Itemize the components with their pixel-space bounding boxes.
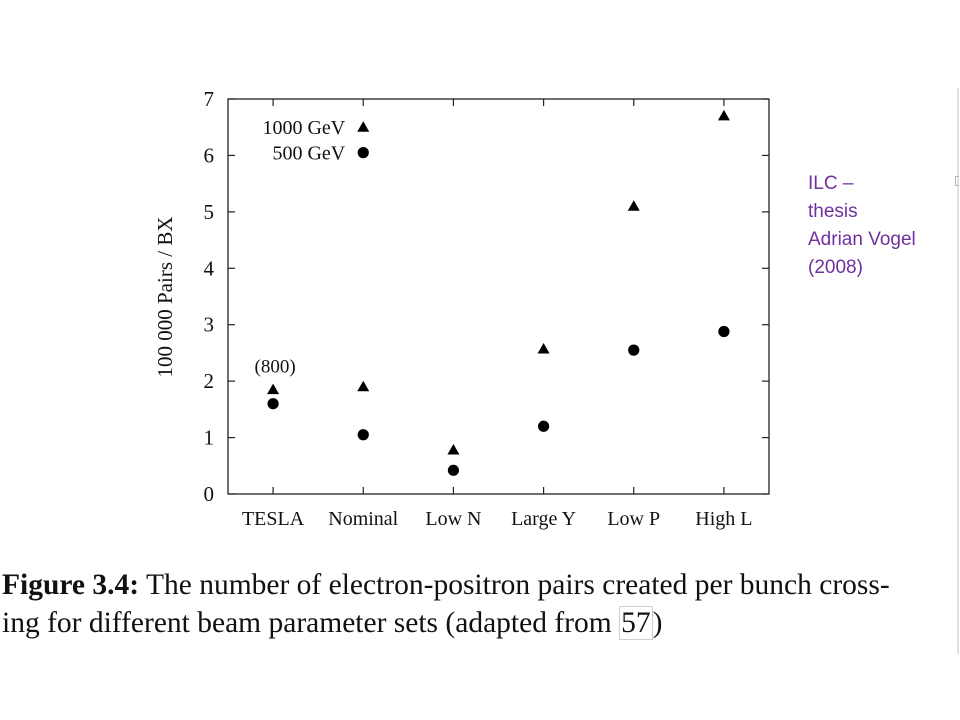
plot-frame	[227, 98, 770, 495]
caption-line-2-end: )	[652, 607, 663, 639]
x-category-label: TESLA	[242, 508, 305, 530]
y-tick-label: 4	[204, 256, 215, 280]
legend: 1000 GeV 500 GeV	[262, 117, 370, 165]
point-1000gev-triangle	[717, 109, 730, 121]
y-axis-label: 100 000 Pairs / BX	[153, 216, 177, 377]
point-500gev-circle	[718, 325, 730, 338]
side-note: ILC – thesis Adrian Vogel (2008)	[808, 170, 948, 282]
annotation-800: (800)	[255, 357, 296, 378]
point-1000gev-triangle	[537, 342, 550, 354]
point-1000gev-triangle	[267, 383, 280, 395]
point-500gev-circle	[447, 464, 460, 476]
x-axis: TESLA Nominal Low N Large Y Low P High L	[242, 99, 753, 530]
point-500gev-circle	[628, 344, 640, 356]
side-note-line-3: Adrian Vogel	[808, 229, 916, 250]
y-axis: 0 1 2 3 4 5 6 7	[204, 87, 769, 506]
y-tick-label: 3	[204, 313, 215, 337]
point-1000gev-triangle	[357, 380, 370, 392]
point-500gev-circle	[537, 420, 550, 432]
x-category-label: Low P	[607, 508, 660, 530]
caption-line-2: ing for different beam parameter sets (a…	[2, 607, 620, 639]
citation-link[interactable]: 57	[619, 606, 653, 640]
figure-label: Figure 3.4:	[2, 569, 140, 601]
x-category-label: Nominal	[328, 508, 398, 530]
page-edge-divider	[957, 88, 959, 654]
y-tick-label: 0	[204, 482, 215, 506]
side-note-line-2: thesis	[808, 201, 858, 222]
legend-label: 500 GeV	[272, 143, 345, 165]
y-tick-label: 1	[204, 426, 215, 450]
legend-triangle-marker	[357, 121, 370, 132]
legend-label: 1000 GeV	[262, 117, 345, 139]
pairs-per-bx-chart: 0 1 2 3 4 5 6 7 TESLA Nominal Low N Large Y Low P Hi…	[153, 87, 770, 530]
x-category-label: Large Y	[511, 508, 576, 530]
data-points	[267, 109, 730, 476]
y-tick-label: 2	[204, 369, 215, 393]
side-note-line-4: (2008)	[808, 257, 863, 278]
caption-line-1: The number of electron-positron pairs cr…	[139, 569, 890, 601]
x-category-label: High L	[695, 508, 752, 530]
legend-circle-marker	[357, 147, 369, 159]
side-note-line-1: ILC –	[808, 173, 854, 194]
point-500gev-circle	[267, 398, 279, 410]
point-1000gev-triangle	[627, 200, 640, 211]
y-tick-label: 5	[204, 200, 215, 224]
point-500gev-circle	[357, 429, 369, 441]
point-1000gev-triangle	[447, 443, 460, 455]
y-tick-label: 7	[204, 87, 215, 111]
x-category-label: Low N	[425, 508, 481, 530]
page-edge-marker	[955, 176, 959, 186]
y-tick-label: 6	[204, 143, 215, 167]
figure-caption: Figure 3.4: The number of electron-posit…	[2, 566, 952, 642]
